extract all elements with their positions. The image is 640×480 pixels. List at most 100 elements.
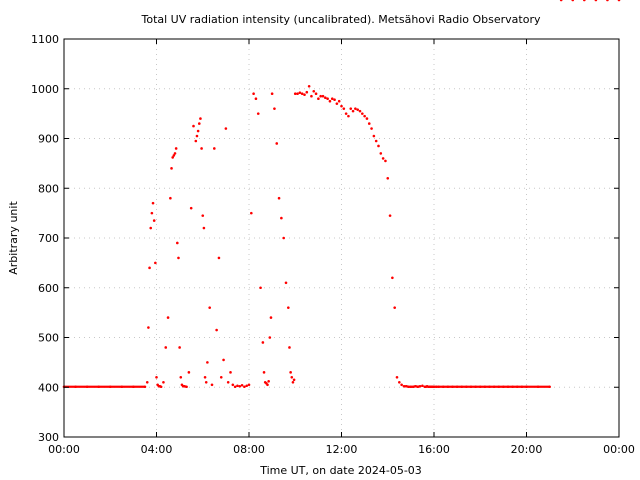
- data-point: [145, 380, 149, 384]
- data-point: [226, 380, 230, 384]
- data-point: [280, 216, 283, 220]
- data-point: [143, 385, 147, 389]
- x-tick-label: 04:00: [141, 443, 173, 456]
- data-point: [398, 380, 401, 384]
- data-point: [275, 142, 279, 145]
- x-tick-label: 20:00: [511, 443, 543, 456]
- x-axis-label: Time UT, on date 2024-05-03: [259, 464, 422, 477]
- axis-ticks: 300 400 500 600 700 800 900 1000 1100 00:00 04:00 0…: [31, 33, 635, 456]
- data-point: [162, 380, 165, 384]
- data-point: [219, 376, 223, 379]
- data-point: [300, 92, 304, 96]
- data-point: [307, 84, 311, 88]
- data-point: [292, 378, 296, 382]
- y-tick-label: 800: [38, 182, 59, 195]
- data-point: [231, 383, 235, 387]
- data-point: [204, 380, 208, 384]
- data-point: [335, 102, 339, 105]
- data-point: [340, 104, 343, 108]
- x-tick-label: 08:00: [233, 443, 265, 456]
- data-point: [370, 127, 373, 130]
- data-point: [170, 167, 173, 170]
- data-point: [273, 107, 276, 110]
- data-point: [262, 371, 266, 374]
- data-point: [166, 316, 170, 319]
- data-point: [254, 97, 258, 100]
- data-point: [197, 122, 201, 125]
- data-point: [393, 306, 396, 309]
- data-point: [333, 98, 336, 101]
- data-point: [259, 286, 262, 290]
- data-point: [317, 97, 320, 100]
- data-point: [321, 94, 325, 98]
- data-point: [293, 92, 297, 96]
- y-tick-label: 1000: [31, 83, 59, 96]
- data-point: [252, 92, 255, 96]
- data-point: [154, 261, 157, 265]
- data-point: [233, 385, 237, 389]
- data-point: [290, 376, 294, 379]
- data-point: [152, 219, 156, 222]
- data-point: [195, 134, 199, 138]
- data-point: [284, 281, 288, 285]
- data-point: [240, 383, 244, 387]
- data-point: [172, 154, 176, 157]
- data-point: [342, 107, 346, 110]
- data-point: [349, 107, 353, 110]
- data-point: [296, 92, 299, 96]
- data-point: [238, 384, 242, 388]
- data-point: [337, 99, 341, 103]
- data-point: [386, 177, 390, 180]
- data-point: [178, 346, 181, 349]
- data-point: [213, 147, 216, 150]
- y-tick-label: 600: [38, 282, 59, 295]
- data-point: [282, 236, 285, 240]
- x-tick-label: 16:00: [418, 443, 450, 456]
- data-point: [606, 0, 609, 2]
- y-tick-label: 400: [38, 381, 59, 394]
- data-point: [363, 114, 366, 118]
- data-point: [169, 196, 172, 200]
- data-point: [277, 196, 281, 200]
- data-point: [164, 346, 168, 349]
- y-tick-label: 300: [38, 431, 59, 444]
- data-point: [155, 376, 158, 379]
- data-point: [395, 376, 399, 379]
- data-point: [217, 256, 221, 260]
- data-point: [312, 89, 316, 93]
- data-point: [289, 371, 292, 374]
- data-point: [374, 139, 378, 143]
- data-point: [269, 316, 273, 319]
- data-point: [319, 94, 322, 98]
- data-point: [185, 385, 188, 389]
- data-point: [149, 226, 153, 230]
- data-point: [330, 97, 334, 100]
- data-point: [354, 107, 357, 110]
- chart-title: Total UV radiation intensity (uncalibrat…: [141, 13, 541, 26]
- data-point: [559, 0, 563, 2]
- data-point: [381, 157, 385, 160]
- data-point: [192, 124, 195, 128]
- data-point: [305, 90, 309, 94]
- data-point: [243, 385, 246, 389]
- data-point: [400, 383, 403, 387]
- data-point: [224, 127, 228, 130]
- data-point: [210, 383, 214, 387]
- data-point: [379, 152, 383, 155]
- data-point: [267, 379, 270, 383]
- data-point: [176, 241, 179, 245]
- data-point: [418, 384, 422, 388]
- data-point: [196, 129, 200, 133]
- x-tick-label: 12:00: [326, 443, 358, 456]
- data-point: [151, 201, 155, 205]
- data-point: [377, 144, 380, 148]
- data-point: [617, 0, 621, 2]
- data-point: [358, 109, 362, 113]
- y-tick-label: 1100: [31, 33, 59, 46]
- data-point: [287, 306, 290, 309]
- data-point: [361, 112, 364, 115]
- data-point: [421, 384, 424, 388]
- data-point: [150, 211, 154, 215]
- data-point: [171, 156, 174, 159]
